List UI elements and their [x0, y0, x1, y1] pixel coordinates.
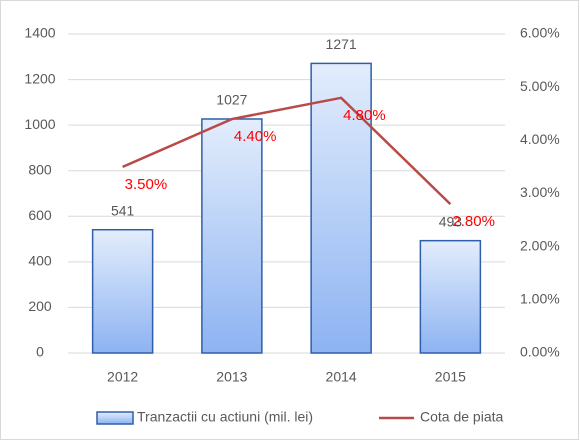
x-tick-label: 2012	[107, 369, 138, 385]
legend-label: Cota de piata	[420, 409, 503, 425]
bar-value-label: 493	[439, 213, 463, 229]
y-tick-label: 0	[36, 344, 44, 360]
y2-tick-label: 6.00%	[520, 25, 560, 41]
bar-value-label: 541	[111, 202, 135, 218]
y-tick-label: 800	[28, 161, 52, 177]
x-tick-label: 2013	[216, 369, 247, 385]
y-tick-label: 200	[28, 298, 52, 314]
y2-tick-label: 1.00%	[520, 291, 560, 307]
line-value-label: 4.80%	[343, 107, 386, 124]
y-tick-label: 600	[28, 207, 52, 223]
y-tick-label: 400	[28, 253, 52, 269]
bar-value-label: 1271	[326, 36, 357, 52]
bar	[310, 62, 372, 354]
y2-tick-label: 0.00%	[520, 344, 560, 360]
line-value-label: 2.80%	[452, 213, 495, 230]
x-tick-label: 2015	[435, 369, 466, 385]
y2-tick-label: 3.00%	[520, 184, 560, 200]
bar	[201, 118, 263, 354]
x-tick-label: 2014	[326, 369, 357, 385]
y-tick-label: 1200	[24, 70, 55, 86]
line-value-label: 3.50%	[125, 176, 168, 193]
y2-tick-label: 5.00%	[520, 78, 560, 94]
bar-value-label: 1027	[216, 92, 247, 108]
y2-tick-label: 4.00%	[520, 131, 560, 147]
bar	[91, 228, 154, 354]
y-tick-label: 1400	[24, 25, 55, 41]
line	[122, 96, 452, 206]
legend-label: Tranzactii cu actiuni (mil. lei)	[137, 409, 313, 425]
line-value-label: 4.40%	[234, 128, 277, 145]
y2-tick-label: 2.00%	[520, 237, 560, 253]
bar	[419, 239, 482, 354]
legend-swatch	[96, 411, 134, 425]
y-tick-label: 1000	[24, 116, 55, 132]
